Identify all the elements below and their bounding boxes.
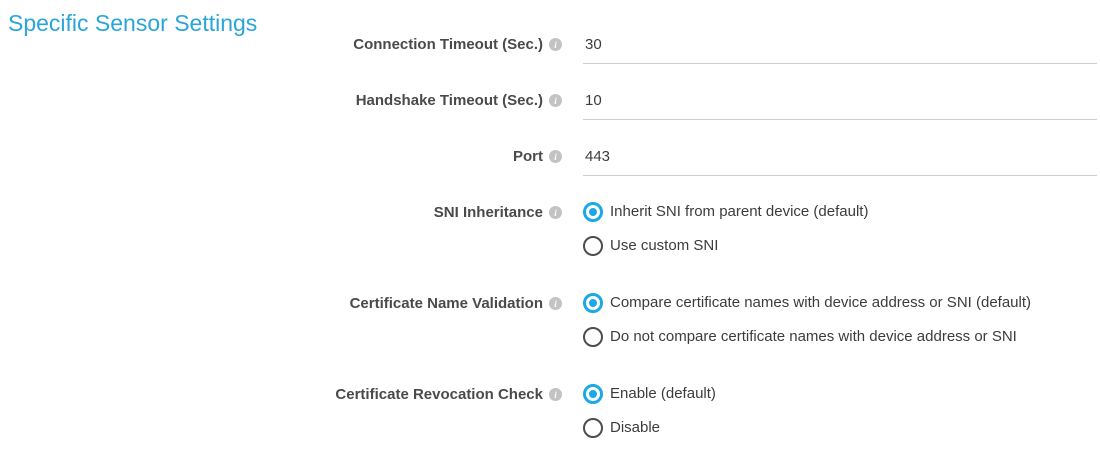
info-icon[interactable]: i <box>549 206 562 219</box>
handshake-timeout-control <box>583 90 1100 120</box>
port-input[interactable] <box>583 146 1097 176</box>
field-label: Port <box>513 148 543 165</box>
certificate-revocation-check-field: Certificate Revocation Check i Enable (d… <box>300 384 1100 438</box>
certificate-name-validation-label-cell: Certificate Name Validation i <box>300 293 562 313</box>
certificate-name-validation-field: Certificate Name Validation i Compare ce… <box>300 293 1100 347</box>
certificate-revocation-check-label-cell: Certificate Revocation Check i <box>300 384 562 404</box>
radio-custom-sni[interactable]: Use custom SNI <box>583 236 1100 256</box>
port-label-cell: Port i <box>300 146 562 166</box>
info-icon[interactable]: i <box>549 38 562 51</box>
radio-button-icon[interactable] <box>583 384 603 404</box>
field-label: Certificate Name Validation <box>349 295 543 312</box>
connection-timeout-input[interactable] <box>583 34 1097 64</box>
radio-compare-names[interactable]: Compare certificate names with device ad… <box>583 293 1100 313</box>
radio-option-label[interactable]: Compare certificate names with device ad… <box>610 294 1032 311</box>
radio-option-label[interactable]: Inherit SNI from parent device (default) <box>610 203 869 220</box>
radio-no-compare-names[interactable]: Do not compare certificate names with de… <box>583 327 1100 347</box>
field-label: Connection Timeout (Sec.) <box>353 36 543 53</box>
radio-button-icon[interactable] <box>583 293 603 313</box>
field-label: SNI Inheritance <box>433 204 543 221</box>
radio-button-icon[interactable] <box>583 327 603 347</box>
info-icon[interactable]: i <box>549 388 562 401</box>
radio-option-label[interactable]: Use custom SNI <box>610 237 719 254</box>
connection-timeout-label-cell: Connection Timeout (Sec.) i <box>300 34 562 54</box>
radio-button-icon[interactable] <box>583 236 603 256</box>
certificate-revocation-check-control: Enable (default) Disable <box>583 384 1100 438</box>
radio-button-icon[interactable] <box>583 418 603 438</box>
info-icon[interactable]: i <box>549 94 562 107</box>
radio-inherit-sni[interactable]: Inherit SNI from parent device (default) <box>583 202 1100 222</box>
radio-revocation-disable[interactable]: Disable <box>583 418 1100 438</box>
connection-timeout-control <box>583 34 1100 64</box>
section-title: Specific Sensor Settings <box>8 10 258 36</box>
sni-inheritance-control: Inherit SNI from parent device (default)… <box>583 202 1100 256</box>
radio-revocation-enable[interactable]: Enable (default) <box>583 384 1100 404</box>
radio-option-label[interactable]: Do not compare certificate names with de… <box>610 328 1017 345</box>
radio-button-icon[interactable] <box>583 202 603 222</box>
info-icon[interactable]: i <box>549 150 562 163</box>
radio-option-label[interactable]: Disable <box>610 419 661 436</box>
sni-inheritance-label-cell: SNI Inheritance i <box>300 202 562 222</box>
handshake-timeout-input[interactable] <box>583 90 1097 120</box>
field-label: Handshake Timeout (Sec.) <box>355 92 543 109</box>
handshake-timeout-label-cell: Handshake Timeout (Sec.) i <box>300 90 562 110</box>
section-title-column: Specific Sensor Settings <box>0 0 300 462</box>
field-label: Certificate Revocation Check <box>335 386 543 403</box>
handshake-timeout-field: Handshake Timeout (Sec.) i <box>300 90 1100 120</box>
port-field: Port i <box>300 146 1100 176</box>
certificate-name-validation-control: Compare certificate names with device ad… <box>583 293 1100 347</box>
sni-inheritance-field: SNI Inheritance i Inherit SNI from paren… <box>300 202 1100 256</box>
radio-option-label[interactable]: Enable (default) <box>610 385 716 402</box>
port-control <box>583 146 1100 176</box>
connection-timeout-field: Connection Timeout (Sec.) i <box>300 34 1100 64</box>
settings-form: Connection Timeout (Sec.) i Handshake Ti… <box>300 0 1100 462</box>
info-icon[interactable]: i <box>549 297 562 310</box>
